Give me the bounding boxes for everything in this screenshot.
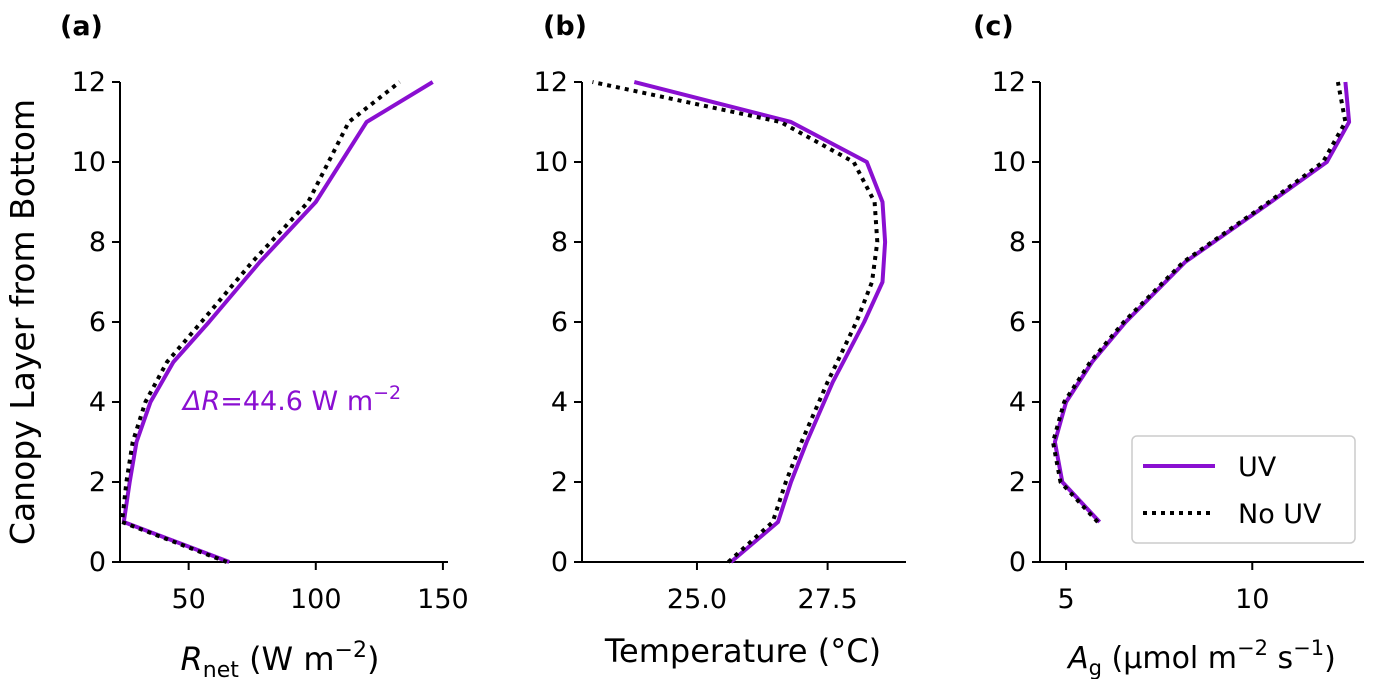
panel-a-y-tick-label: 4 <box>89 387 106 418</box>
panel-b-no-uv-series-line <box>592 80 880 564</box>
panel-b-x-tick-label: 25.0 <box>667 584 727 615</box>
panel-c-label: (c) <box>973 11 1014 42</box>
panel-b-uv-series-line <box>633 80 888 564</box>
panel-a-x-tick-label: 50 <box>171 584 205 615</box>
panel-c: (c) 0 2 4 6 8 10 12 5 10 Ag (μmol m−2 s−1) UV No… <box>973 11 1364 679</box>
panel-b-y-tick-label: 2 <box>551 467 568 498</box>
panel-a: (a) 0 2 4 6 8 10 12 50 100 150 ΔR=44.6 W m−2 Rnet… <box>60 11 469 679</box>
panel-a-y-tick-label: 6 <box>89 307 106 338</box>
panel-c-y-tick-label: 8 <box>1009 227 1026 258</box>
panel-b-y-tick-label: 12 <box>534 67 568 98</box>
panel-a-y-tick-label: 10 <box>72 147 106 178</box>
panel-c-y-tick-label: 4 <box>1009 387 1026 418</box>
panel-c-y-tick-label: 0 <box>1009 547 1026 578</box>
panel-c-y-tick-label: 2 <box>1009 467 1026 498</box>
panel-b-x-tick-label: 27.5 <box>798 584 858 615</box>
panel-a-x-tick-label: 100 <box>290 584 342 615</box>
panel-b-grid-axes: 0 2 4 6 8 10 12 25.0 27.5 <box>534 67 906 615</box>
panel-b-label: (b) <box>543 11 587 42</box>
panel-c-y-tick-label: 6 <box>1009 307 1026 338</box>
panel-b: (b) 0 2 4 6 8 10 12 25.0 27.5 Temperature (°C) <box>534 11 906 670</box>
legend-no-uv-label: No UV <box>1238 499 1322 530</box>
panel-b-x-axis-label: Temperature (°C) <box>604 632 881 670</box>
panel-a-x-axis-label: Rnet (W m−2) <box>181 638 380 679</box>
panel-a-y-tick-label: 12 <box>72 67 106 98</box>
panel-b-y-tick-label: 0 <box>551 547 568 578</box>
y-axis-label: Canopy Layer from Bottom <box>3 99 42 545</box>
panel-a-y-tick-label: 2 <box>89 467 106 498</box>
panel-b-y-tick-label: 8 <box>551 227 568 258</box>
panel-a-no-uv-series-line <box>120 80 401 564</box>
panel-a-uv-series-line <box>121 80 434 564</box>
panel-a-grid-axes: 0 2 4 6 8 10 12 50 100 150 <box>72 67 469 615</box>
panel-a-y-tick-label: 0 <box>89 547 106 578</box>
panel-b-y-tick-label: 4 <box>551 387 568 418</box>
legend-uv-label: UV <box>1238 452 1277 483</box>
panel-a-x-tick-label: 150 <box>417 584 469 615</box>
panel-c-y-tick-label: 10 <box>992 147 1026 178</box>
panel-a-y-tick-label: 8 <box>89 227 106 258</box>
panel-c-x-tick-label: 10 <box>1235 584 1269 615</box>
panel-c-grid-axes: 0 2 4 6 8 10 12 5 10 <box>992 67 1364 615</box>
panel-c-y-tick-label: 12 <box>992 67 1026 98</box>
panel-c-x-axis-label: Ag (μmol m−2 s−1) <box>1066 636 1336 679</box>
panel-b-y-tick-label: 6 <box>551 307 568 338</box>
panel-c-no-uv-series-line <box>1051 81 1348 524</box>
panel-c-x-tick-label: 5 <box>1057 584 1074 615</box>
panel-b-y-tick-label: 10 <box>534 147 568 178</box>
legend: UV No UV <box>1131 435 1356 544</box>
panel-a-annotation: ΔR=44.6 W m−2 <box>181 382 401 417</box>
panel-a-label: (a) <box>60 11 103 42</box>
legend-frame <box>1131 435 1356 544</box>
